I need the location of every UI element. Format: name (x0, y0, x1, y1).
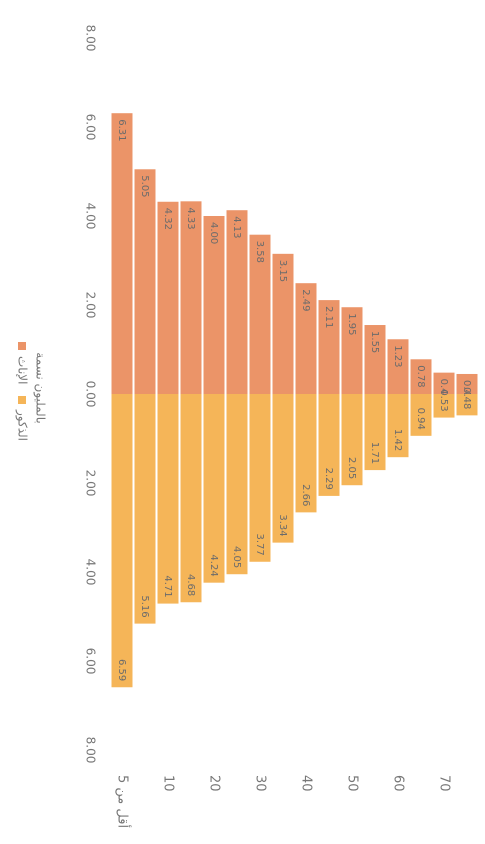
category-label: 10 (161, 775, 176, 792)
bar (456, 373, 478, 394)
legend-swatch (18, 396, 26, 404)
value-tick-label: 8.00 (84, 25, 98, 52)
value-label: 4.24 (208, 554, 219, 576)
value-tick-label: 6.00 (84, 114, 98, 141)
bar (295, 394, 317, 513)
bar (387, 339, 409, 394)
value-tick-label: 4.00 (84, 559, 98, 586)
bar (249, 394, 271, 562)
value-label: 0.53 (438, 389, 449, 411)
value-label: 1.42 (392, 429, 403, 451)
bar (226, 394, 248, 575)
value-label: 3.34 (277, 514, 288, 536)
bar (180, 201, 202, 394)
bar (318, 300, 340, 394)
value-label: 4.00 (208, 222, 219, 244)
bar (272, 253, 294, 394)
value-label: 5.16 (139, 595, 150, 617)
bar (318, 394, 340, 496)
value-label: 4.71 (162, 575, 173, 597)
bar (364, 325, 386, 394)
value-label: 0.48 (438, 379, 449, 401)
bar (387, 394, 409, 458)
value-label: 1.95 (346, 313, 357, 335)
value-label: 2.29 (323, 468, 334, 490)
category-label: 40 (299, 775, 314, 792)
bar (272, 394, 294, 543)
value-label: 0.94 (415, 408, 426, 430)
value-label: 2.05 (346, 457, 357, 479)
bar (410, 359, 432, 394)
bar (180, 394, 202, 603)
bar (410, 394, 432, 436)
bar (134, 394, 156, 624)
value-label: 6.31 (116, 119, 127, 141)
value-label: 3.15 (277, 260, 288, 282)
bar (433, 372, 455, 394)
value-label: 3.58 (254, 241, 265, 263)
value-label: 2.49 (300, 289, 311, 311)
value-label: 4.32 (162, 208, 173, 230)
value-label: 4.33 (185, 207, 196, 229)
category-label: أقل من 5 (115, 775, 132, 828)
bar (341, 394, 363, 486)
value-label: 4.13 (231, 216, 242, 238)
bar (111, 113, 133, 394)
category-label: 70 (437, 775, 452, 792)
legend-swatch (18, 342, 26, 350)
value-label: 1.55 (369, 331, 380, 353)
value-tick-label: 2.00 (84, 470, 98, 497)
bar (433, 394, 455, 418)
bar (157, 394, 179, 604)
value-label: 4.05 (231, 546, 242, 568)
bar (203, 216, 225, 394)
legend-label: الذكور (15, 409, 30, 441)
legend-label: الإناث (16, 356, 30, 384)
bar (134, 169, 156, 394)
value-tick-label: 6.00 (84, 648, 98, 675)
value-label: 0.48 (461, 387, 472, 409)
value-tick-label: 2.00 (84, 292, 98, 319)
value-tick-label: 0.00 (84, 381, 98, 408)
category-label: 60 (391, 775, 406, 792)
value-label: 0.78 (415, 365, 426, 387)
value-tick-label: 4.00 (84, 203, 98, 230)
legend-title: بالمليون نسمة (33, 352, 48, 423)
value-label: 0.45 (461, 380, 472, 402)
value-label: 2.11 (323, 306, 334, 328)
bar (249, 234, 271, 394)
bar (226, 210, 248, 394)
category-label: 50 (345, 775, 360, 792)
bar (111, 394, 133, 688)
value-label: 4.68 (185, 574, 196, 596)
value-label: 3.77 (254, 533, 265, 555)
bar (456, 394, 478, 416)
value-tick-label: 8.00 (84, 737, 98, 764)
bar (295, 283, 317, 394)
value-label: 2.66 (300, 484, 311, 506)
bar (157, 201, 179, 394)
value-label: 1.23 (392, 345, 403, 367)
category-label: 20 (207, 775, 222, 792)
value-label: 6.59 (116, 659, 127, 681)
value-label: 5.05 (139, 175, 150, 197)
category-label: 30 (253, 775, 268, 792)
bar (203, 394, 225, 583)
bar (364, 394, 386, 471)
value-label: 1.71 (369, 442, 380, 464)
bar (341, 307, 363, 394)
